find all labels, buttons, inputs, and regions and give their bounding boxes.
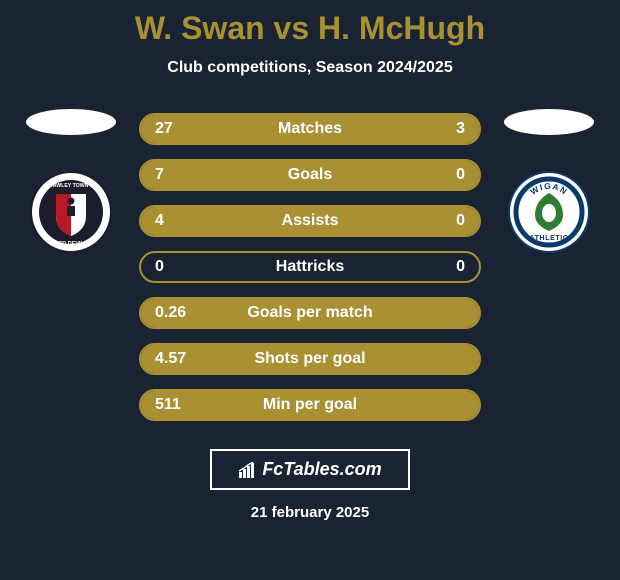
stat-label: Goals	[288, 166, 332, 184]
main-row: CRAWLEY TOWN FC RED DEVILS 27 Matches 3 7 Go…	[0, 113, 620, 421]
stat-left-value: 4	[155, 212, 164, 230]
right-player-column: WIGAN ATHLETIC	[499, 117, 599, 253]
player-silhouette-left	[26, 109, 116, 135]
stat-left-value: 511	[155, 396, 181, 414]
stat-row: 7 Goals 0	[139, 159, 481, 191]
stat-row: 27 Matches 3	[139, 113, 481, 145]
svg-text:CRAWLEY TOWN FC: CRAWLEY TOWN FC	[45, 183, 97, 189]
stat-label: Shots per goal	[254, 350, 365, 368]
stat-row: 0.26 Goals per match	[139, 297, 481, 329]
comparison-infographic: W. Swan vs H. McHugh Club competitions, …	[0, 0, 620, 580]
stat-right-value: 3	[456, 120, 465, 138]
stat-left-value: 4.57	[155, 350, 186, 368]
stat-label: Hattricks	[276, 258, 344, 276]
stat-right-value: 0	[456, 212, 465, 230]
stat-left-value: 0	[155, 258, 164, 276]
svg-text:RED DEVILS: RED DEVILS	[54, 241, 87, 247]
footer: FcTables.com 21 february 2025	[0, 449, 620, 521]
stat-row: 511 Min per goal	[139, 389, 481, 421]
stat-label: Matches	[278, 120, 342, 138]
stat-left-value: 0.26	[155, 304, 186, 322]
stat-label: Min per goal	[263, 396, 357, 414]
chart-icon	[238, 462, 258, 478]
stat-left-value: 27	[155, 120, 173, 138]
stat-label: Assists	[282, 212, 339, 230]
crest-right-svg: WIGAN ATHLETIC	[508, 171, 590, 253]
stat-right-value: 0	[456, 258, 465, 276]
stat-label: Goals per match	[247, 304, 372, 322]
stat-row: 4.57 Shots per goal	[139, 343, 481, 375]
stat-row: 4 Assists 0	[139, 205, 481, 237]
player-silhouette-right	[504, 109, 594, 135]
svg-text:ATHLETIC: ATHLETIC	[530, 235, 569, 242]
crest-left-svg: CRAWLEY TOWN FC RED DEVILS	[30, 171, 112, 253]
stat-right-value: 0	[456, 166, 465, 184]
left-club-crest: CRAWLEY TOWN FC RED DEVILS	[30, 171, 112, 253]
page-title: W. Swan vs H. McHugh	[0, 10, 620, 47]
right-club-crest: WIGAN ATHLETIC	[508, 171, 590, 253]
stat-left-value: 7	[155, 166, 164, 184]
brand-text: FcTables.com	[262, 459, 381, 480]
brand-badge: FcTables.com	[210, 449, 409, 490]
left-player-column: CRAWLEY TOWN FC RED DEVILS	[21, 117, 121, 253]
stats-list: 27 Matches 3 7 Goals 0 4 Assists 0 0 Hattricks 0 0.2…	[139, 113, 481, 421]
date-text: 21 february 2025	[251, 504, 369, 521]
subtitle: Club competitions, Season 2024/2025	[0, 59, 620, 77]
stat-row: 0 Hattricks 0	[139, 251, 481, 283]
